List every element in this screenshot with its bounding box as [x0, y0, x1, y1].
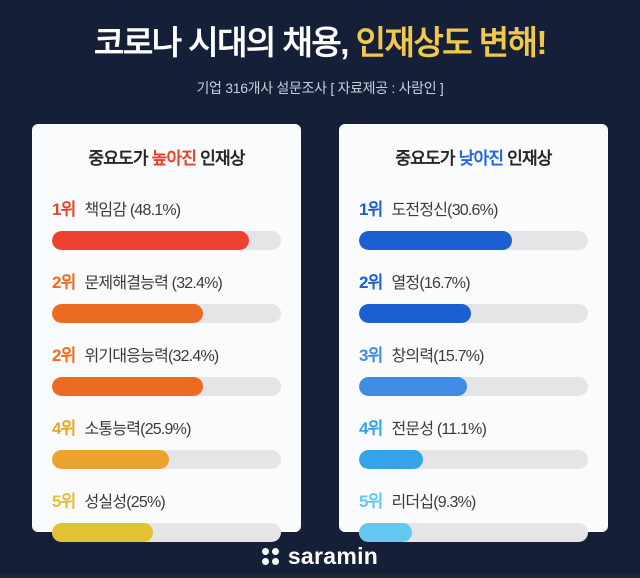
talent-label: 소통능력(25.9%) [84, 421, 192, 438]
rank-badge: 4위 [359, 419, 383, 438]
bar-track [52, 523, 281, 542]
rank-badge: 4위 [52, 419, 76, 438]
bar-track [359, 450, 588, 469]
bar-fill [359, 304, 472, 323]
bar-fill [52, 231, 249, 250]
bar-track [52, 377, 281, 396]
rank-badge: 3위 [359, 346, 383, 365]
rank-badge: 1위 [359, 200, 383, 219]
bar-fill [52, 450, 169, 469]
rank-badge: 2위 [52, 346, 76, 365]
talent-label: 도전정신(30.6%) [391, 202, 499, 219]
title-highlight-text: 인재상도 변해! [355, 24, 548, 61]
heading-suffix: 인재상 [196, 149, 245, 168]
talent-label: 문제해결능력 (32.4%) [84, 275, 223, 292]
bar-track [52, 450, 281, 469]
panel-decreased-importance: 중요도가 낮아진 인재상 1위 도전정신(30.6%) 2위 열정(16.7%) 3… [339, 124, 608, 542]
bar-track [359, 377, 588, 396]
page-title: 코로나 시대의 채용, 인재상도 변해! [0, 0, 640, 64]
row-label: 4위 전문성 (11.1%) [359, 414, 588, 439]
talent-label: 열정(16.7%) [391, 275, 471, 292]
talent-row: 3위 창의력(15.7%) [359, 341, 588, 396]
logo-dot [271, 558, 279, 565]
bottom-edge-strip [0, 574, 640, 578]
bar-track [359, 523, 588, 542]
talent-row: 1위 책임감 (48.1%) [52, 195, 281, 250]
bar-fill [359, 377, 467, 396]
footer-logo: saramin [0, 543, 640, 570]
bar-track [52, 231, 281, 250]
heading-highlight: 높아진 [151, 149, 197, 168]
row-label: 2위 위기대응능력(32.4%) [52, 341, 281, 366]
bar-fill [52, 304, 204, 323]
saramin-dots-icon [261, 548, 279, 565]
talent-label: 리더십(9.3%) [391, 494, 477, 511]
survey-subtitle: 기업 316개사 설문조사 [ 자료제공 : 사람인 ] [196, 80, 444, 96]
bar-fill [359, 523, 412, 542]
bar-track [359, 231, 588, 250]
heading-prefix: 중요도가 [88, 149, 152, 168]
row-label: 5위 성실성(25%) [52, 487, 281, 512]
bar-fill [52, 377, 204, 396]
rank-badge: 2위 [359, 273, 383, 292]
rank-badge: 2위 [52, 273, 76, 292]
panels-container: 중요도가 높아진 인재상 1위 책임감 (48.1%) 2위 문제해결능력 (32.… [0, 124, 640, 542]
row-label: 2위 문제해결능력 (32.4%) [52, 268, 281, 293]
talent-label: 전문성 (11.1%) [391, 421, 487, 438]
talent-row: 5위 성실성(25%) [52, 487, 281, 542]
heading-suffix: 인재상 [503, 149, 552, 168]
talent-row: 2위 위기대응능력(32.4%) [52, 341, 281, 396]
talent-row: 2위 문제해결능력 (32.4%) [52, 268, 281, 323]
heading-prefix: 중요도가 [395, 149, 459, 168]
talent-row: 2위 열정(16.7%) [359, 268, 588, 323]
bar-track [52, 304, 281, 323]
talent-label: 위기대응능력(32.4%) [84, 348, 220, 365]
talent-label: 창의력(15.7%) [391, 348, 485, 365]
logo-dot [261, 548, 269, 555]
bar-fill [359, 450, 424, 469]
title-main-text: 코로나 시대의 채용, [94, 24, 356, 61]
rank-badge: 1위 [52, 200, 76, 219]
row-label: 5위 리더십(9.3%) [359, 487, 588, 512]
talent-label: 성실성(25%) [84, 494, 166, 511]
logo-dot [261, 558, 269, 565]
talent-row: 4위 전문성 (11.1%) [359, 414, 588, 469]
row-label: 2위 열정(16.7%) [359, 268, 588, 293]
row-label: 4위 소통능력(25.9%) [52, 414, 281, 439]
row-label: 3위 창의력(15.7%) [359, 341, 588, 366]
logo-dot [271, 548, 279, 555]
row-label: 1위 책임감 (48.1%) [52, 195, 281, 220]
bar-fill [52, 523, 153, 542]
talent-label: 책임감 (48.1%) [84, 202, 182, 219]
rank-badge: 5위 [359, 492, 383, 511]
saramin-wordmark: saramin [287, 543, 379, 569]
panel-increased-importance: 중요도가 높아진 인재상 1위 책임감 (48.1%) 2위 문제해결능력 (32.… [32, 124, 301, 542]
panel-heading-increased: 중요도가 높아진 인재상 [52, 144, 281, 169]
bar-track [359, 304, 588, 323]
rank-badge: 5위 [52, 492, 76, 511]
heading-highlight: 낮아진 [458, 149, 504, 168]
bar-fill [359, 231, 513, 250]
talent-row: 1위 도전정신(30.6%) [359, 195, 588, 250]
row-label: 1위 도전정신(30.6%) [359, 195, 588, 220]
panel-heading-decreased: 중요도가 낮아진 인재상 [359, 144, 588, 169]
talent-row: 4위 소통능력(25.9%) [52, 414, 281, 469]
talent-row: 5위 리더십(9.3%) [359, 487, 588, 542]
